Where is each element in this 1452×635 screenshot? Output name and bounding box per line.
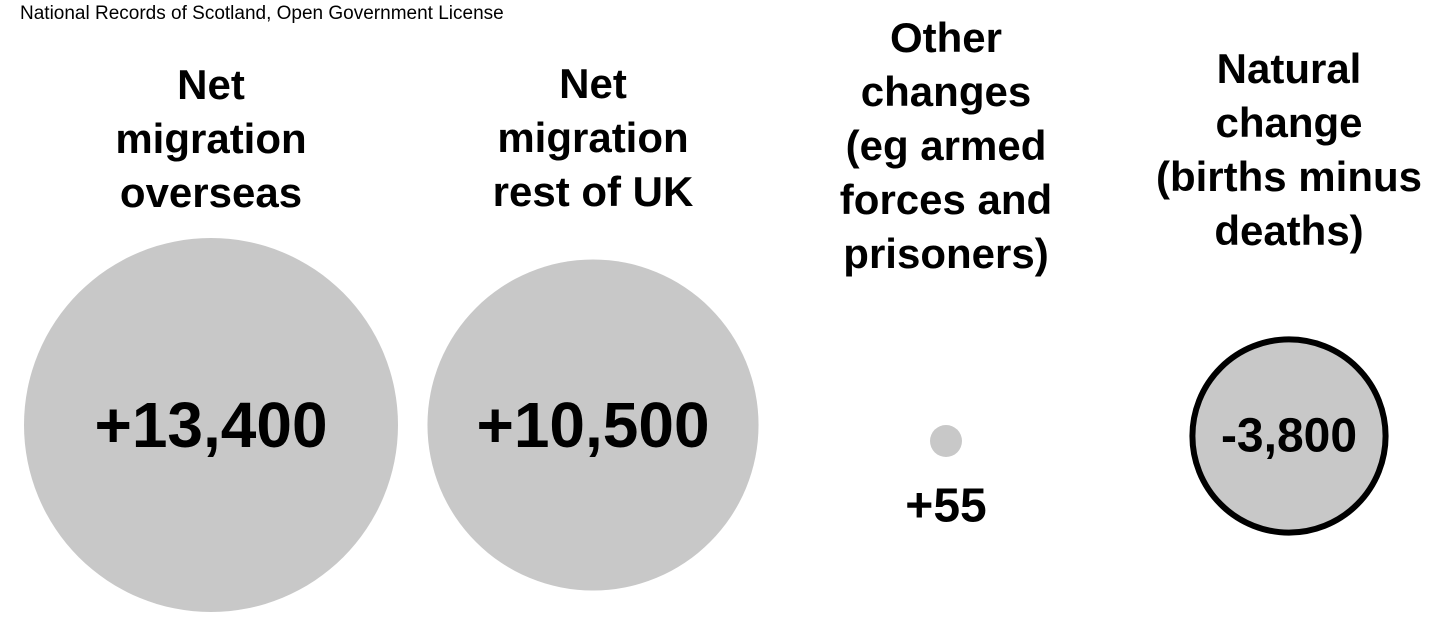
bubble-3: [1189, 336, 1389, 536]
bubble-0: [24, 238, 398, 612]
bubble-1: [427, 259, 759, 591]
value-label-0: +13,400: [94, 389, 327, 461]
category-title-other-changes: Other changes (eg armed forces and priso…: [839, 14, 1053, 277]
category-title-natural-change: Natural change (births minus deaths): [1155, 45, 1422, 254]
bubble-2: [930, 425, 962, 457]
source-note: National Records of Scotland, Open Gover…: [20, 3, 504, 24]
category-title-net-migration-rest-of-uk: Net migration rest of UK: [492, 60, 694, 215]
value-label-2: +55: [905, 480, 986, 533]
value-label-3: -3,800: [1221, 410, 1357, 463]
value-label-1: +10,500: [476, 389, 709, 461]
category-title-net-migration-overseas: Net migration overseas: [115, 61, 307, 216]
